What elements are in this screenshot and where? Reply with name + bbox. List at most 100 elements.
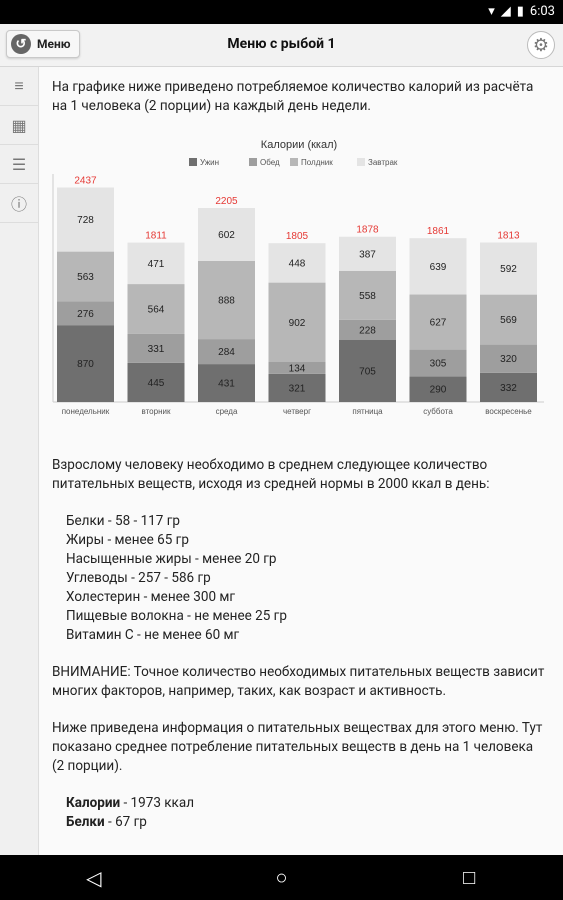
bar-value-label: 321	[289, 383, 306, 394]
bar-segment	[480, 372, 537, 402]
bar-segment	[57, 187, 114, 252]
bar-segment	[127, 333, 185, 363]
page-title: Меню с рыбой 1	[227, 36, 336, 52]
x-tick-label: среда	[216, 407, 238, 416]
bar-value-label: 431	[218, 379, 235, 390]
warning-text: ВНИМАНИЕ: Точное количество необходимых …	[52, 664, 545, 699]
bar-value-label: 602	[218, 230, 235, 241]
menu-nutrient-item: Калории - 1973 ккал	[66, 794, 547, 813]
app-bar: ↺ Меню Меню с рыбой 1 ⚙	[0, 24, 563, 67]
calories-chart: Калории (ккал) Ужин Обед Полдник Завтрак 870 2…	[52, 134, 547, 440]
bar-segment	[127, 362, 185, 402]
menu-nutrients-list: Калории - 1973 ккал Белки - 67 гр	[66, 794, 547, 832]
legend-swatch	[189, 158, 197, 166]
navigation-bar: ◁ ○ □	[0, 855, 563, 900]
intro-text: На графике ниже приведено потребляемое к…	[52, 79, 534, 114]
bar-value-label: 563	[77, 272, 94, 283]
bar-segment	[127, 284, 185, 334]
sidebar: ≡ ▦ ☰ ⓘ	[0, 67, 39, 855]
signal-icon: ◢	[500, 4, 511, 19]
calories-chart-svg: Калории (ккал) Ужин Обед Полдник Завтрак 870 2…	[52, 139, 544, 416]
legend-label: Ужин	[200, 158, 219, 167]
bar-value-label: 445	[148, 378, 165, 389]
x-tick-label: четверг	[283, 407, 311, 416]
sidebar-info-icon[interactable]: ⓘ	[0, 184, 38, 223]
menu-nutrient-value: - 1973 ккал	[120, 795, 194, 811]
bar-value-label: 558	[359, 291, 376, 302]
bar-value-label: 305	[430, 359, 447, 370]
bar-segment	[409, 294, 467, 350]
battery-icon: ▮	[516, 4, 524, 19]
bar-total-label: 2205	[215, 196, 238, 207]
bar-value-label: 888	[218, 296, 235, 307]
bar-total-label: 1813	[497, 231, 520, 242]
bar-value-label: 320	[500, 354, 517, 365]
menu-nutrient-value: - 67 гр	[104, 814, 147, 830]
bar-segment	[198, 260, 255, 339]
bar-value-label: 134	[289, 363, 306, 374]
nutrient-item: Насыщенные жиры - менее 20 гр	[66, 551, 277, 567]
nav-back-icon[interactable]: ◁	[86, 865, 102, 890]
bar-segment	[268, 243, 326, 283]
legend-swatch	[357, 158, 365, 166]
x-tick-label: вторник	[142, 407, 171, 416]
bar-value-label: 471	[148, 259, 165, 270]
bar-value-label: 290	[430, 385, 447, 396]
sidebar-calendar-icon[interactable]: ▦	[0, 106, 38, 145]
legend-label: Завтрак	[368, 158, 398, 167]
nutrient-item: Холестерин - менее 300 мг	[66, 589, 236, 605]
bar-total-label: 2437	[74, 176, 97, 187]
bar-total-label: 1811	[145, 231, 167, 242]
bar-value-label: 705	[359, 367, 376, 378]
bar-segment	[57, 301, 114, 326]
bar-value-label: 284	[218, 347, 235, 358]
bar-value-label: 564	[148, 304, 165, 315]
bar-segment	[409, 349, 467, 377]
bar-value-label: 902	[289, 318, 306, 329]
menu-nutrient-name: Белки	[66, 814, 105, 830]
bar-segment	[409, 238, 467, 295]
nutrient-item: Белки - 58 - 117 гр	[66, 513, 180, 529]
settings-gear-icon[interactable]: ⚙	[527, 31, 555, 59]
bar-segment	[198, 339, 255, 365]
bar-value-label: 728	[77, 215, 94, 226]
nutrients-intro: Взрослому человеку необходимо в среднем …	[52, 457, 490, 492]
bar-value-label: 870	[77, 359, 94, 370]
sidebar-list-icon[interactable]: ☰	[0, 145, 38, 184]
bar-segment	[480, 294, 537, 345]
nav-home-icon[interactable]: ○	[275, 865, 288, 889]
wifi-icon: ▾	[488, 4, 495, 19]
nav-recents-icon[interactable]: □	[463, 865, 476, 889]
bar-value-label: 592	[500, 264, 517, 275]
bar-segment	[268, 362, 326, 374]
legend-label: Обед	[260, 158, 280, 167]
bar-segment	[339, 340, 396, 402]
x-tick-label: понедельник	[62, 407, 110, 416]
menu-back-button[interactable]: ↺ Меню	[6, 30, 80, 58]
chart-title: Калории (ккал)	[261, 139, 337, 151]
bar-value-label: 627	[430, 318, 447, 329]
bar-total-label: 1878	[356, 225, 379, 236]
menu-nutrient-name: Калории	[66, 795, 121, 811]
bar-value-label: 276	[77, 309, 94, 320]
bar-segment	[127, 242, 185, 284]
sidebar-menu-icon[interactable]: ≡	[0, 67, 38, 106]
bar-total-label: 1805	[286, 231, 309, 242]
bar-segment	[268, 373, 326, 402]
bar-segment	[480, 242, 537, 295]
menu-button-label: Меню	[37, 37, 71, 51]
bar-segment	[339, 270, 396, 320]
bar-value-label: 228	[359, 325, 376, 336]
menu-info-text: Ниже приведена информация о питательных …	[52, 720, 543, 774]
back-arrow-icon: ↺	[11, 34, 31, 54]
bar-segment	[198, 208, 255, 261]
bar-segment	[57, 325, 114, 402]
bar-value-label: 639	[430, 262, 447, 273]
bar-value-label: 448	[289, 258, 306, 269]
bar-value-label: 569	[500, 315, 517, 326]
x-tick-label: пятница	[352, 407, 383, 416]
bar-value-label: 387	[359, 249, 376, 260]
bar-value-label: 332	[500, 383, 517, 394]
nutrient-item: Витамин С - не менее 60 мг	[66, 627, 240, 643]
bar-segment	[480, 344, 537, 373]
